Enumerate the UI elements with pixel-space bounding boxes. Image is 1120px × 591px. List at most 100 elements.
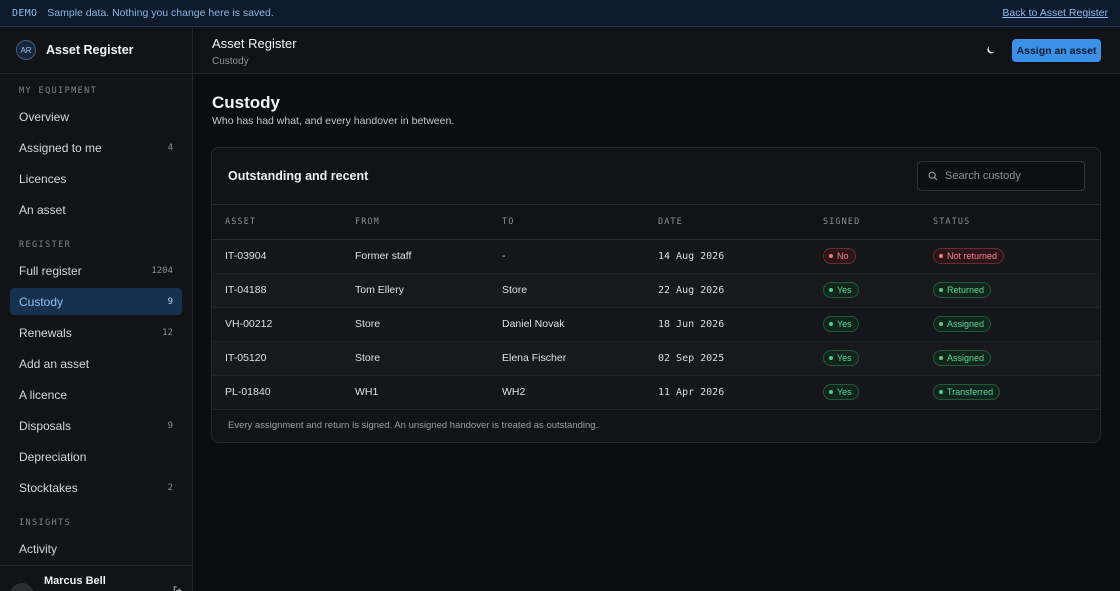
status-cell: Returned — [933, 273, 1100, 308]
sidebar-nav: MY EQUIPMENT Overview Assigned to me 4 Licen… — [0, 74, 192, 562]
sidebar-item-label: Full register — [19, 263, 82, 278]
sidebar-item-count: 12 — [162, 327, 173, 338]
asset-id-cell: PL-01840 — [212, 375, 355, 410]
signed-text: No — [837, 251, 849, 261]
topbar: Asset Register Custody Assign an asset — [193, 27, 1120, 74]
sidebar-item-renewals[interactable]: Renewals 12 — [10, 319, 182, 346]
signed-badge: Yes — [823, 282, 859, 298]
sidebar-item-label: Overview — [19, 109, 70, 124]
signed-text: Yes — [837, 285, 852, 295]
signed-cell: No — [823, 239, 933, 274]
nav-section-label: REGISTER — [19, 240, 72, 250]
sidebar-item-overview[interactable]: Overview — [10, 103, 182, 130]
signed-text: Yes — [837, 387, 852, 397]
asset-id-cell: IT-05120 — [212, 341, 355, 376]
sidebar-item-label: Renewals — [19, 325, 72, 340]
table-row[interactable]: IT-03904 Former staff -14 Aug 2026 No Not re… — [212, 239, 1100, 274]
date-cell: 11 Apr 2026 — [658, 375, 823, 410]
sidebar-item-count: 2 — [167, 482, 173, 493]
to-cell: Store — [502, 273, 658, 308]
search-input[interactable] — [945, 170, 1075, 182]
sidebar-item-depreciation[interactable]: Depreciation — [10, 443, 182, 470]
signed-cell: Yes — [823, 375, 933, 410]
assign-asset-button[interactable]: Assign an asset — [1012, 39, 1101, 62]
sidebar-item-disposals[interactable]: Disposals 9 — [10, 412, 182, 439]
sign-out-icon[interactable] — [172, 585, 183, 591]
sidebar-item-an-asset[interactable]: An asset — [10, 196, 182, 223]
moon-icon[interactable] — [982, 41, 1000, 59]
signed-badge: No — [823, 248, 856, 264]
status-dot-icon — [829, 254, 833, 258]
from-cell: Store — [355, 341, 502, 376]
nav-section-label: MY EQUIPMENT — [19, 86, 98, 96]
to-cell: Daniel Novak — [502, 307, 658, 342]
sidebar-item-count: 9 — [167, 420, 173, 431]
sidebar-item-activity[interactable]: Activity — [10, 535, 182, 562]
signed-cell: Yes — [823, 341, 933, 376]
sidebar-item-label: Add an asset — [19, 356, 90, 371]
page-subtitle: Who has had what, and every handover in … — [212, 115, 455, 127]
status-cell: Assigned — [933, 307, 1100, 342]
sidebar-item-assigned-to-me[interactable]: Assigned to me 4 — [10, 134, 182, 161]
sidebar-item-label: An asset — [19, 202, 66, 217]
status-dot-icon — [829, 390, 833, 394]
brand[interactable]: AR Asset Register — [0, 27, 192, 74]
sidebar-item-label: Assigned to me — [19, 140, 102, 155]
asset-id-cell: IT-03904 — [212, 239, 355, 274]
date-cell: 18 Jun 2026 — [658, 307, 823, 342]
sidebar-item-stocktakes[interactable]: Stocktakes 2 — [10, 474, 182, 501]
brand-name: Asset Register — [46, 43, 134, 57]
table-header-row: ASSET FROM TO DATE SIGNED STATUS — [212, 205, 1100, 240]
status-dot-icon — [939, 288, 943, 292]
date-cell: 22 Aug 2026 — [658, 273, 823, 308]
signed-cell: Yes — [823, 307, 933, 342]
sidebar-item-licences[interactable]: Licences — [10, 165, 182, 192]
column-header: ASSET — [212, 205, 355, 240]
user-name: Marcus Bell — [44, 575, 106, 587]
signed-text: Yes — [837, 353, 852, 363]
user-avatar: MB — [10, 583, 34, 591]
status-dot-icon — [939, 254, 943, 258]
sidebar-item-add-an-asset[interactable]: Add an asset — [10, 350, 182, 377]
table-body: IT-03904 Former staff -14 Aug 2026 No Not re… — [212, 239, 1100, 410]
date-cell: 02 Sep 2025 — [658, 341, 823, 376]
sidebar-item-full-register[interactable]: Full register 1204 — [10, 257, 182, 284]
status-dot-icon — [939, 356, 943, 360]
back-to-asset-register-link[interactable]: Back to Asset Register — [1002, 7, 1108, 19]
from-cell: Tom Ellery — [355, 273, 502, 308]
table-row[interactable]: IT-04188 Tom Ellery Store 22 Aug 2026 Yes Ret… — [212, 273, 1100, 308]
from-cell: Store — [355, 307, 502, 342]
status-badge: Assigned — [933, 316, 992, 332]
column-header: TO — [502, 205, 658, 240]
signed-badge: Yes — [823, 350, 859, 366]
search-box[interactable] — [917, 161, 1085, 191]
card-heading: Outstanding and recent — [228, 169, 369, 183]
brand-avatar: AR — [16, 40, 36, 60]
demo-tag: DEMO — [12, 7, 38, 19]
sidebar-item-a-licence[interactable]: A licence — [10, 381, 182, 408]
nav-section-label: INSIGHTS — [19, 518, 72, 528]
search-icon — [928, 169, 938, 184]
from-cell: Former staff — [355, 239, 502, 274]
table-row[interactable]: PL-01840 WH1 WH2 11 Apr 2026 Yes Transferred — [212, 375, 1100, 410]
sidebar-item-label: Disposals — [19, 418, 72, 433]
signed-badge: Yes — [823, 384, 859, 400]
status-badge: Not returned — [933, 248, 1005, 264]
breadcrumb[interactable]: Custody — [212, 56, 249, 67]
table-row[interactable]: VH-00212 Store Daniel Novak 18 Jun 2026 Yes A… — [212, 307, 1100, 342]
sidebar-item-custody[interactable]: Custody 9 — [10, 288, 182, 315]
sidebar-item-count: 4 — [167, 142, 173, 153]
table-row[interactable]: IT-05120 Store Elena Fischer 02 Sep 2025 Yes… — [212, 341, 1100, 376]
sidebar-item-label: Activity — [19, 541, 58, 556]
user-footer: MB Marcus Bell — [0, 565, 192, 591]
column-header: SIGNED — [823, 205, 933, 240]
status-badge: Transferred — [933, 384, 1001, 400]
status-dot-icon — [939, 322, 943, 326]
sidebar-item-count: 9 — [167, 296, 173, 307]
sidebar-item-label: Licences — [19, 171, 67, 186]
status-text: Not returned — [947, 251, 998, 261]
custody-card: Outstanding and recent ASSETFROMTODATESI… — [211, 147, 1101, 443]
topbar-title: Asset Register — [212, 36, 297, 51]
to-cell: - — [502, 239, 658, 274]
to-cell: WH2 — [502, 375, 658, 410]
